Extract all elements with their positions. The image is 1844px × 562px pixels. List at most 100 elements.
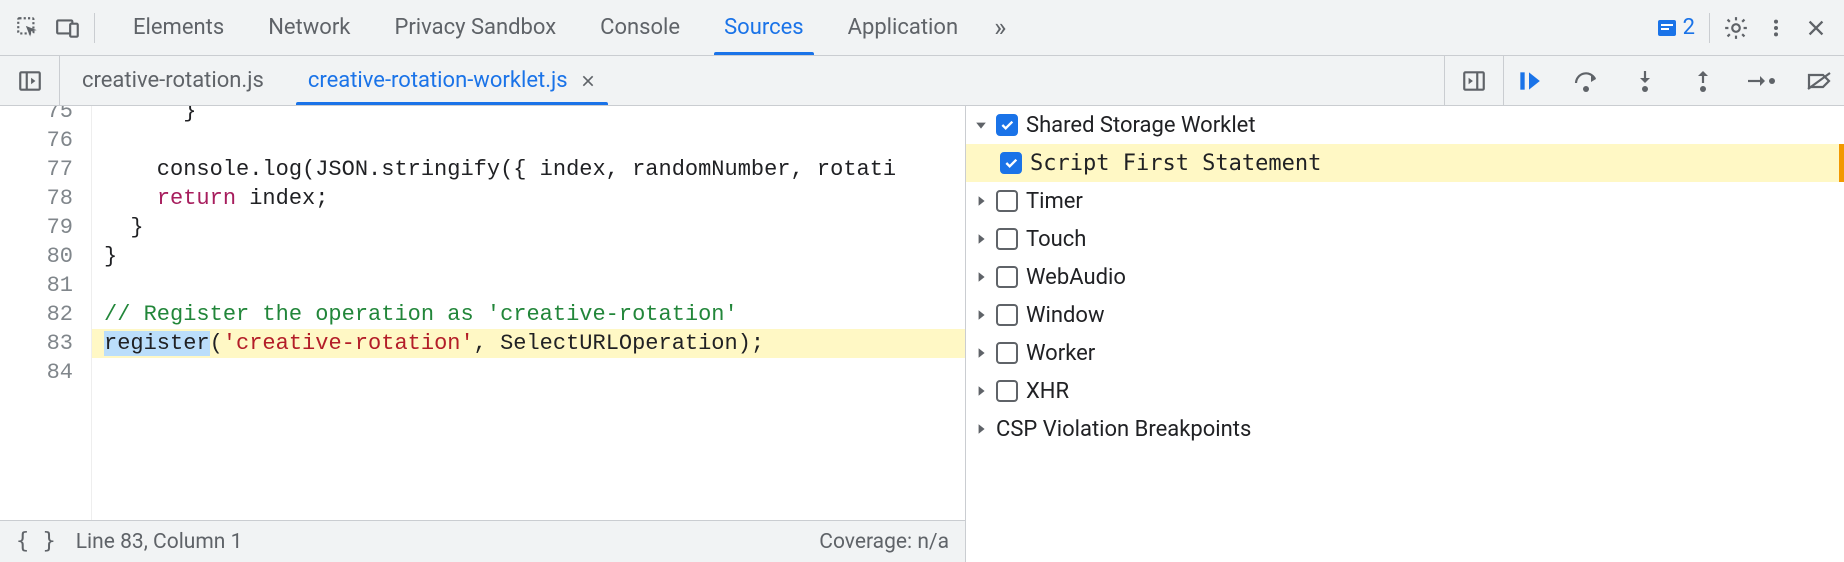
code-line[interactable]: } [104, 106, 965, 126]
coverage-status: Coverage: n/a [819, 530, 949, 554]
editor-pane: 75767778798081828384 } console.log(JSON.… [0, 106, 966, 562]
code-line[interactable]: return index; [104, 184, 965, 213]
checkbox[interactable] [996, 190, 1018, 212]
checkbox[interactable] [996, 304, 1018, 326]
pretty-print-icon[interactable]: { } [16, 529, 56, 554]
cursor-position: Line 83, Column 1 [76, 530, 243, 554]
category-label: Timer [1026, 189, 1083, 214]
issues-badge[interactable]: 2 [1655, 15, 1695, 40]
tab-label: Sources [724, 15, 804, 40]
breakpoint-item[interactable]: Script First Statement [966, 144, 1844, 182]
close-devtools-icon[interactable] [1796, 8, 1836, 48]
resume-icon[interactable] [1514, 66, 1544, 96]
editor-status-bar: { } Line 83, Column 1 Coverage: n/a [0, 520, 965, 562]
category-label: Touch [1026, 227, 1086, 252]
breakpoint-category[interactable]: Touch [966, 220, 1844, 258]
disclosure-triangle-icon[interactable] [974, 346, 988, 360]
inspect-element-icon[interactable] [8, 8, 48, 48]
breakpoint-category[interactable]: Timer [966, 182, 1844, 220]
code-line[interactable]: register('creative-rotation', SelectURLO… [92, 329, 965, 358]
divider [94, 13, 95, 43]
code-line[interactable] [104, 271, 965, 300]
deactivate-breakpoints-icon[interactable] [1804, 66, 1834, 96]
file-tab-label: creative-rotation-worklet.js [308, 68, 568, 93]
code-editor[interactable]: 75767778798081828384 } console.log(JSON.… [0, 106, 965, 520]
navigator-toggle-icon[interactable] [0, 56, 60, 105]
tab-label: Console [600, 15, 680, 40]
tab-application[interactable]: Application [826, 0, 980, 55]
code-line[interactable]: } [104, 242, 965, 271]
checkbox[interactable] [996, 342, 1018, 364]
disclosure-triangle-icon[interactable] [974, 422, 988, 436]
breakpoint-category[interactable]: Window [966, 296, 1844, 334]
code-line[interactable]: // Register the operation as 'creative-r… [104, 300, 965, 329]
step-out-icon[interactable] [1688, 66, 1718, 96]
file-tab-creative-rotation[interactable]: creative-rotation.js [60, 56, 286, 105]
tab-label: Application [848, 15, 958, 40]
category-label: Shared Storage Worklet [1026, 113, 1256, 138]
code-line[interactable] [104, 126, 965, 155]
more-menu-icon[interactable] [1756, 8, 1796, 48]
breakpoint-category[interactable]: Shared Storage Worklet [966, 106, 1844, 144]
line-gutter: 75767778798081828384 [0, 106, 92, 520]
line-number[interactable]: 77 [0, 155, 73, 184]
breakpoint-category[interactable]: XHR [966, 372, 1844, 410]
disclosure-triangle-icon[interactable] [974, 270, 988, 284]
code-line[interactable]: console.log(JSON.stringify({ index, rand… [104, 155, 965, 184]
disclosure-triangle-icon[interactable] [974, 232, 988, 246]
category-label: Window [1026, 303, 1105, 328]
line-number[interactable]: 80 [0, 242, 73, 271]
device-toolbar-icon[interactable] [48, 8, 88, 48]
step-icon[interactable] [1746, 66, 1776, 96]
code-line[interactable]: } [104, 213, 965, 242]
disclosure-triangle-icon[interactable] [974, 118, 988, 132]
tabs-overflow-button[interactable]: » [980, 0, 1020, 55]
checkbox[interactable] [1000, 152, 1022, 174]
debugger-toggle-icon[interactable] [1444, 56, 1504, 105]
breakpoint-category[interactable]: Worker [966, 334, 1844, 372]
line-number[interactable]: 75 [0, 106, 73, 126]
checkbox[interactable] [996, 114, 1018, 136]
sources-sub-toolbar: creative-rotation.js creative-rotation-w… [0, 56, 1844, 106]
tab-console[interactable]: Console [578, 0, 702, 55]
debugger-side-pane: Shared Storage Worklet Script First State… [966, 106, 1844, 562]
checkbox[interactable] [996, 266, 1018, 288]
category-label: Worker [1026, 341, 1095, 366]
tab-label: Elements [133, 15, 224, 40]
step-over-icon[interactable] [1572, 66, 1602, 96]
code-line[interactable] [104, 358, 965, 387]
code-body[interactable]: } console.log(JSON.stringify({ index, ra… [92, 106, 965, 520]
line-number[interactable]: 76 [0, 126, 73, 155]
file-tab-creative-rotation-worklet[interactable]: creative-rotation-worklet.js [286, 56, 618, 105]
line-number[interactable]: 84 [0, 358, 73, 387]
section-label: CSP Violation Breakpoints [996, 417, 1251, 442]
main-area: 75767778798081828384 } console.log(JSON.… [0, 106, 1844, 562]
line-number[interactable]: 79 [0, 213, 73, 242]
category-label: WebAudio [1026, 265, 1126, 290]
tab-privacy-sandbox[interactable]: Privacy Sandbox [372, 0, 578, 55]
file-tab-label: creative-rotation.js [82, 68, 264, 93]
disclosure-triangle-icon[interactable] [974, 194, 988, 208]
issues-count: 2 [1683, 15, 1695, 40]
line-number[interactable]: 82 [0, 300, 73, 329]
tab-label: Privacy Sandbox [394, 15, 556, 40]
tab-sources[interactable]: Sources [702, 0, 826, 55]
breakpoint-category[interactable]: WebAudio [966, 258, 1844, 296]
tab-elements[interactable]: Elements [111, 0, 246, 55]
overflow-glyph: » [994, 13, 1006, 43]
line-number[interactable]: 83 [0, 329, 73, 358]
tab-network[interactable]: Network [246, 0, 372, 55]
breakpoint-label: Script First Statement [1030, 151, 1321, 176]
step-into-icon[interactable] [1630, 66, 1660, 96]
issues-icon [1655, 16, 1679, 40]
disclosure-triangle-icon[interactable] [974, 384, 988, 398]
checkbox[interactable] [996, 380, 1018, 402]
checkbox[interactable] [996, 228, 1018, 250]
settings-icon[interactable] [1716, 8, 1756, 48]
breakpoint-section[interactable]: CSP Violation Breakpoints [966, 410, 1844, 448]
divider [1709, 13, 1710, 43]
disclosure-triangle-icon[interactable] [974, 308, 988, 322]
close-icon[interactable] [580, 73, 596, 89]
line-number[interactable]: 81 [0, 271, 73, 300]
line-number[interactable]: 78 [0, 184, 73, 213]
